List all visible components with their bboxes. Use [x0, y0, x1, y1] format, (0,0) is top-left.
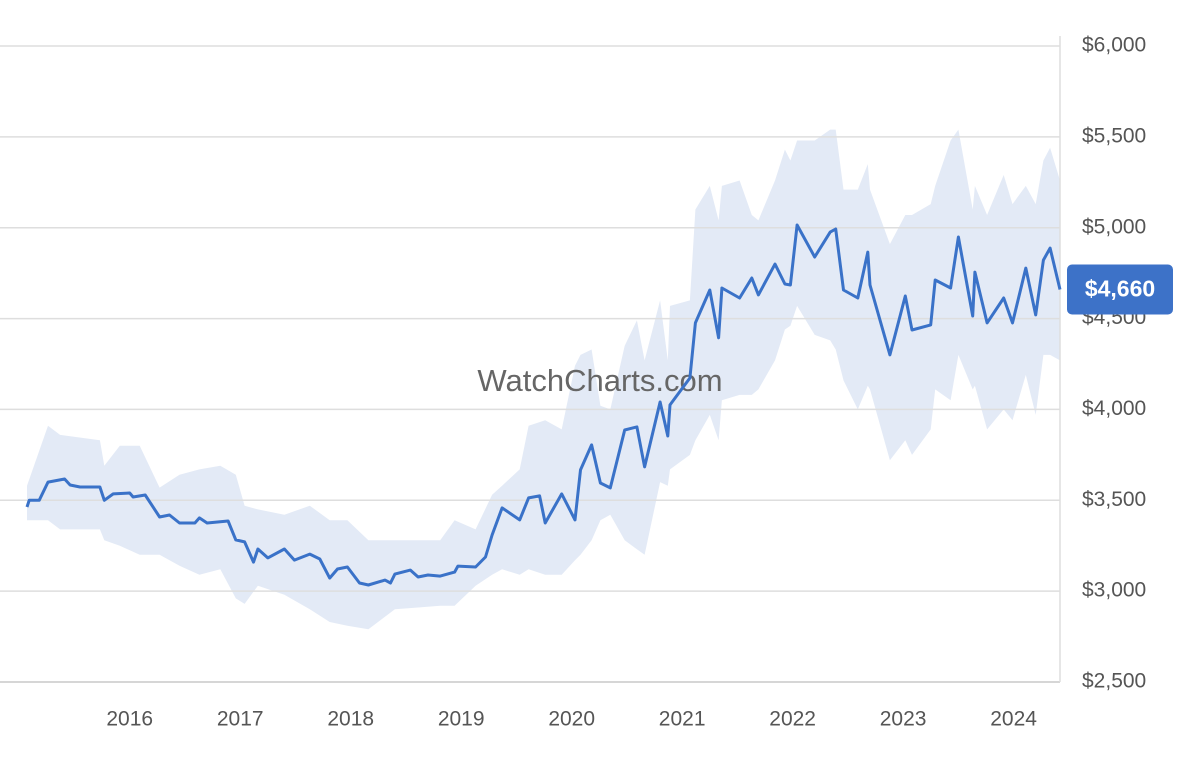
x-tick-label: 2017 — [217, 708, 264, 731]
y-tick-label: $2,500 — [1082, 670, 1146, 693]
y-tick-label: $6,000 — [1082, 34, 1146, 57]
watermark: WatchCharts.com — [477, 363, 722, 398]
x-tick-label: 2018 — [327, 708, 374, 731]
current-value-badge — [1067, 264, 1173, 315]
current-value-label: $4,660 — [1085, 276, 1155, 302]
y-tick-label: $5,000 — [1082, 215, 1146, 238]
y-tick-label: $3,000 — [1082, 579, 1146, 602]
price-line — [25, 223, 1062, 587]
range-band — [27, 129, 1060, 630]
x-tick-label: 2024 — [990, 708, 1037, 731]
y-tick-label: $3,500 — [1082, 488, 1146, 511]
y-tick-label: $5,500 — [1082, 124, 1146, 147]
x-tick-label: 2016 — [106, 708, 153, 731]
x-tick-label: 2022 — [769, 708, 816, 731]
y-tick-label: $4,000 — [1082, 397, 1146, 420]
x-tick-label: 2020 — [548, 708, 595, 731]
x-tick-label: 2023 — [880, 708, 927, 731]
x-tick-label: 2021 — [659, 708, 706, 731]
x-tick-label: 2019 — [438, 708, 485, 731]
